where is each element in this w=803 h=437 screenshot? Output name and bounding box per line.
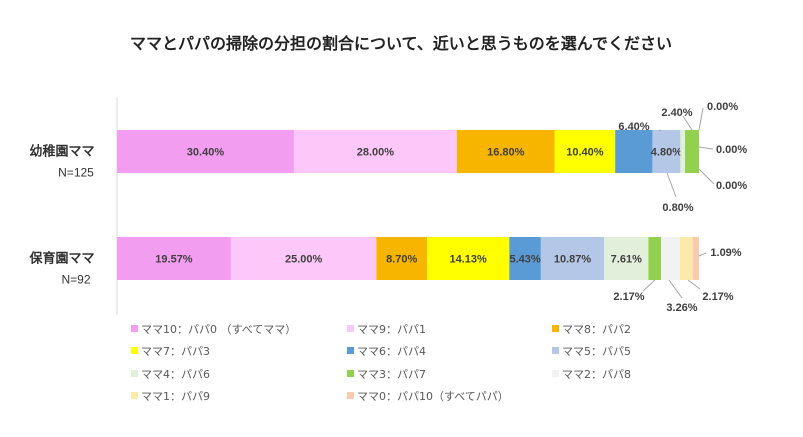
data-label-1-11: 0.00% xyxy=(716,180,747,192)
legend-label-7: ママ4：パパ6 xyxy=(141,368,210,381)
bar-segment-1-1 xyxy=(117,130,294,173)
legend-label-1: ママ10：パパ0 （すべてママ） xyxy=(141,323,296,336)
legend-swatch-3 xyxy=(552,325,559,332)
data-label-2-4: 14.13% xyxy=(449,254,487,266)
category-label-1: 幼稚園ママ xyxy=(29,144,94,160)
legend-swatch-10 xyxy=(131,392,138,399)
leader-line-1 xyxy=(658,129,662,132)
legend-swatch-6 xyxy=(552,347,559,354)
leader-line-2 xyxy=(682,115,693,131)
legend-label-2: ママ9：パパ1 xyxy=(357,323,426,336)
data-label-2-8: 2.17% xyxy=(613,291,644,303)
sample-size-label-1: N=125 xyxy=(58,166,94,180)
data-label-1-3: 16.80% xyxy=(487,147,525,159)
bar-segment-1-5 xyxy=(615,130,653,173)
data-label-2-3: 8.70% xyxy=(386,254,417,266)
bar-segment-1-4 xyxy=(554,130,616,173)
data-label-1-9: 0.00% xyxy=(707,101,738,113)
data-label-2-10: 2.17% xyxy=(702,291,733,303)
leader-line-8 xyxy=(668,279,683,299)
leader-line-9 xyxy=(687,279,701,290)
data-label-2-9: 3.26% xyxy=(666,302,697,314)
bar-segment-1-2 xyxy=(293,130,457,173)
legend-label-9: ママ2：パパ8 xyxy=(562,368,631,381)
bar-segment-2-4 xyxy=(427,237,510,280)
bar-segment-1-8 xyxy=(685,130,699,173)
legend-label-11: ママ0：パパ10（すべてパパ） xyxy=(357,390,509,403)
data-label-1-8: 2.40% xyxy=(661,107,692,119)
data-label-1-4: 10.40% xyxy=(566,147,604,159)
bar-segment-1-7 xyxy=(680,130,686,173)
legend-swatch-11 xyxy=(347,392,354,399)
data-label-1-2: 28.00% xyxy=(357,147,395,159)
bar-segment-2-9 xyxy=(661,237,681,280)
data-label-2-2: 25.00% xyxy=(285,254,323,266)
bar-segment-2-8 xyxy=(648,237,662,280)
legend-swatch-4 xyxy=(131,347,138,354)
data-label-1-5: 6.40% xyxy=(618,121,649,133)
legend-label-10: ママ1：パパ9 xyxy=(141,390,210,403)
bar-segment-2-1 xyxy=(117,237,231,280)
leader-line-7 xyxy=(642,279,656,292)
bar-segment-2-5 xyxy=(509,237,541,280)
data-label-2-11: 1.09% xyxy=(710,247,741,259)
legend-swatch-8 xyxy=(347,370,354,377)
category-label-2: 保育園ママ xyxy=(28,251,94,267)
bar-segment-1-6 xyxy=(652,130,681,173)
data-label-1-1: 30.40% xyxy=(187,147,225,159)
data-label-1-7: 0.80% xyxy=(662,202,693,214)
bar-segment-2-11 xyxy=(692,237,699,280)
legend-label-3: ママ8：パパ2 xyxy=(562,323,631,336)
data-label-2-5: 5.43% xyxy=(509,254,540,266)
chart-title: ママとパパの掃除の分担の割合について、近いと思うものを選んでください xyxy=(130,34,672,53)
legend-label-8: ママ3：パパ7 xyxy=(357,368,426,381)
leader-line-3 xyxy=(698,107,704,131)
legend-swatch-5 xyxy=(347,347,354,354)
legend-swatch-1 xyxy=(131,325,138,332)
leader-line-4 xyxy=(698,146,714,150)
sample-size-label-2: N=92 xyxy=(61,273,90,287)
legend-label-4: ママ7：パパ3 xyxy=(141,345,210,358)
data-label-2-1: 19.57% xyxy=(155,254,193,266)
bar-segment-1-3 xyxy=(456,130,555,173)
leader-line-6 xyxy=(666,172,677,198)
legend-swatch-2 xyxy=(347,325,354,332)
leader-line-10 xyxy=(698,252,707,257)
data-label-2-6: 10.87% xyxy=(554,254,592,266)
bar-segment-2-6 xyxy=(540,237,605,280)
bar-segment-2-7 xyxy=(604,237,649,280)
legend-swatch-7 xyxy=(131,370,138,377)
bar-segment-2-2 xyxy=(230,237,377,280)
leader-line-5 xyxy=(698,168,715,185)
data-label-2-7: 7.61% xyxy=(611,254,642,266)
legend-label-5: ママ6：パパ4 xyxy=(357,345,426,358)
data-label-1-10: 0.00% xyxy=(716,144,747,156)
bar-segment-2-10 xyxy=(680,237,693,280)
data-label-1-6: 4.80% xyxy=(651,147,682,159)
legend-swatch-9 xyxy=(552,370,559,377)
bar-segment-2-3 xyxy=(376,237,428,280)
legend-label-6: ママ5：パパ5 xyxy=(562,345,631,358)
